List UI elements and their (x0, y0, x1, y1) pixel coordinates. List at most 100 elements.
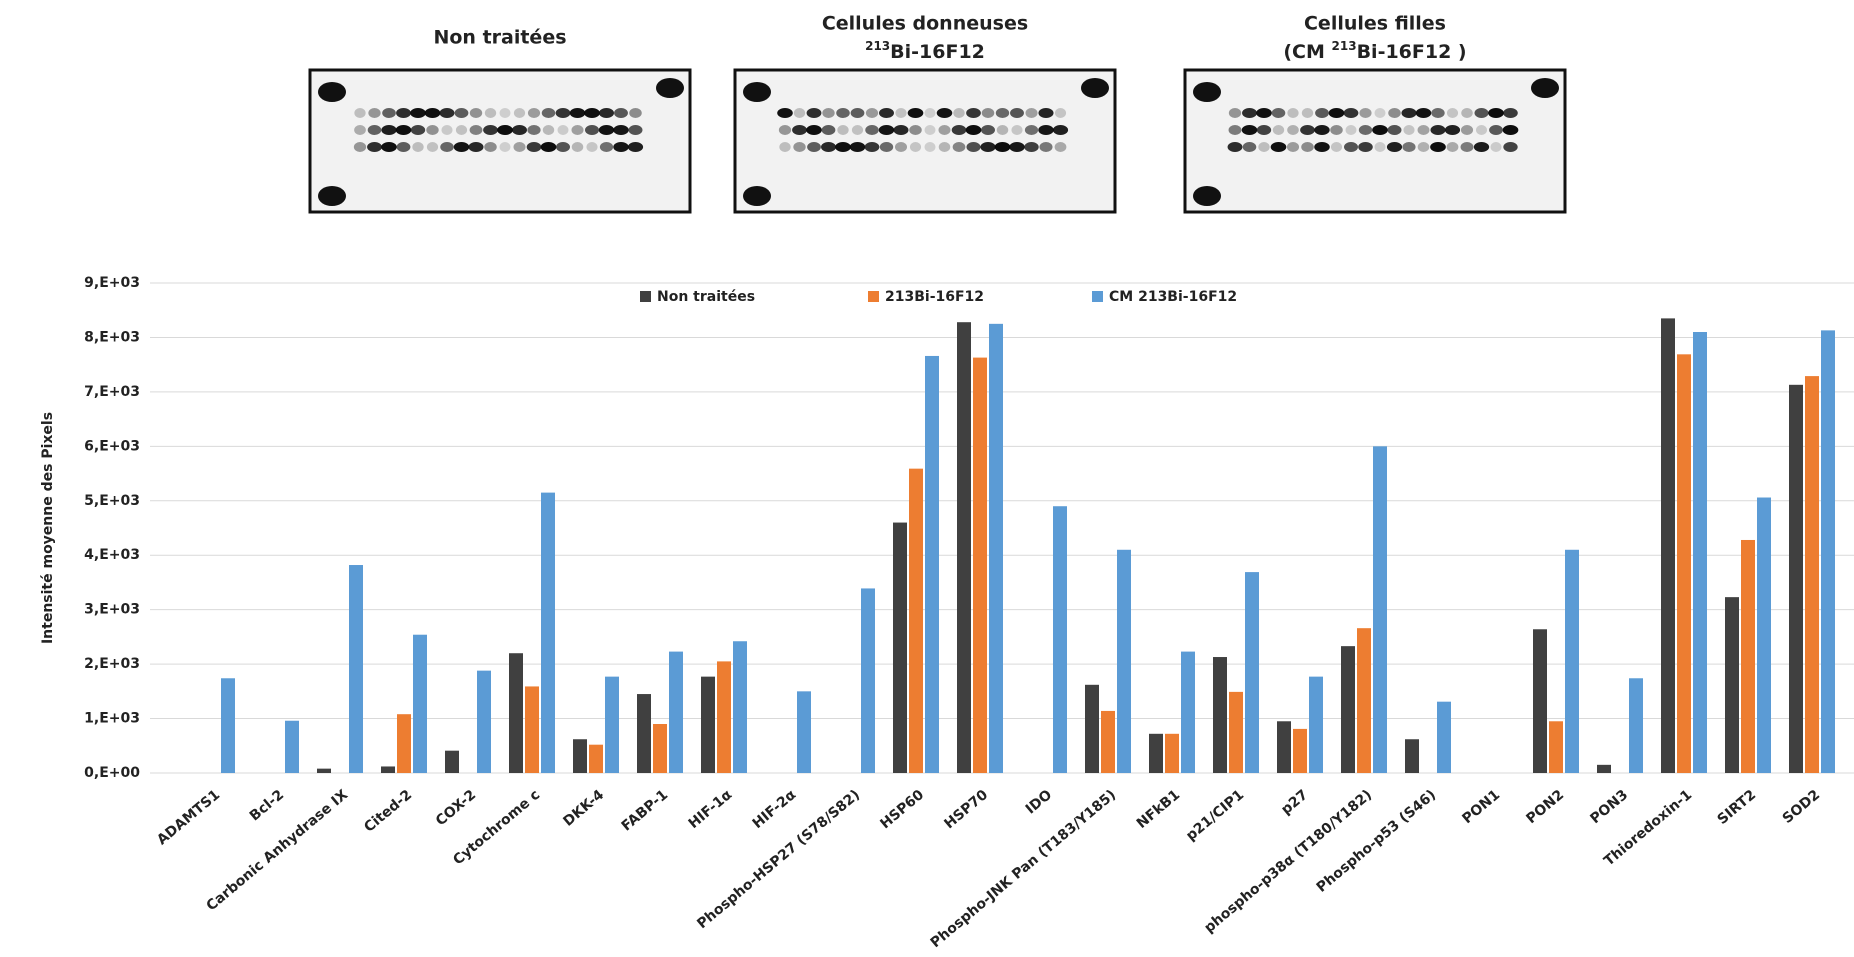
blot-spot (318, 186, 346, 206)
blot-spot (1531, 78, 1559, 98)
blot-dot (778, 125, 792, 135)
bar (1597, 764, 1611, 773)
blot-dot (439, 108, 455, 118)
blot-frame (733, 68, 1117, 214)
legend-swatch (868, 291, 879, 302)
bar (413, 634, 427, 773)
blot-dot (513, 108, 526, 118)
superscript: 213 (865, 39, 890, 53)
y-tick-label: 9,E+03 (84, 275, 140, 291)
blot-dot (367, 125, 382, 135)
blot-dot (396, 142, 411, 152)
prefix: (CM (1283, 41, 1331, 63)
blot-dot (1330, 125, 1343, 135)
x-tick-label: PON1 (1459, 787, 1503, 827)
blot-dot (353, 142, 367, 152)
blot-dot (1488, 108, 1504, 118)
blot-dot (469, 108, 483, 118)
blot-dot (613, 142, 629, 152)
x-tick-label: PON3 (1587, 787, 1631, 827)
blot-dot (1227, 142, 1243, 152)
bar (317, 768, 331, 773)
y-tick-label: 7,E+03 (84, 384, 140, 400)
blot-dot (513, 142, 526, 152)
blot-dot (849, 142, 866, 152)
panel-title: Non traitées (433, 27, 566, 49)
blot-dot (1503, 142, 1518, 152)
blot-dot (1401, 108, 1417, 118)
bar (1373, 446, 1387, 773)
blot-dot (864, 142, 880, 152)
blot-dot (497, 125, 513, 135)
bar (893, 522, 907, 773)
bar (1693, 332, 1707, 773)
blot-dot (511, 125, 528, 135)
y-tick-label: 5,E+03 (84, 493, 140, 509)
blot-dot (628, 125, 643, 135)
blot-dot (426, 142, 439, 152)
bar (1277, 721, 1291, 773)
x-tick-label: FABP-1 (619, 787, 671, 835)
blot-dot (381, 125, 397, 135)
blot-dot (966, 142, 981, 152)
blot-dot (396, 108, 411, 118)
legend-label: 213Bi-16F12 (885, 289, 984, 305)
blot-dot (952, 142, 966, 152)
blot-dot (936, 108, 953, 118)
bar (349, 565, 363, 773)
x-tick-label: Bcl-2 (247, 787, 287, 825)
blot-dot (454, 108, 469, 118)
panel-title: Cellules donneuses (822, 13, 1028, 35)
blot-dot (440, 142, 454, 152)
bar (1757, 497, 1771, 773)
blot-dot (469, 125, 483, 135)
blot-dot (907, 108, 924, 118)
blot-dot (953, 108, 965, 118)
bar (477, 670, 491, 773)
x-tick-label: SOD2 (1780, 787, 1823, 827)
blot-dot (1301, 108, 1314, 118)
blot-dot (354, 108, 366, 118)
blot-dot (850, 108, 865, 118)
blot-dot (1359, 108, 1372, 118)
x-tick-label: ADAMTS1 (154, 787, 223, 849)
blot-dot (1461, 108, 1473, 118)
blot-dot (924, 108, 936, 118)
blot-dot (1011, 125, 1023, 135)
blot-dot (1446, 108, 1459, 118)
subtitle: Bi-16F12 (890, 41, 985, 63)
blot-dot (1272, 125, 1285, 135)
blot-dot (1489, 125, 1503, 135)
y-tick-label: 0,E+00 (84, 765, 140, 781)
blot-dot (793, 108, 806, 118)
blot-dot (1314, 142, 1330, 152)
blot-dot (836, 108, 850, 118)
x-tick-label: Phospho-p53 (S46) (1314, 787, 1439, 896)
bar (989, 323, 1003, 773)
blot-spot (1081, 78, 1109, 98)
blot-dot (894, 142, 908, 152)
blot-dot (1430, 142, 1446, 152)
blot-dot (569, 108, 586, 118)
blot-dot (837, 125, 849, 135)
blot-dot (584, 125, 600, 135)
bar (1533, 629, 1547, 773)
blot-dot (924, 142, 936, 152)
blot-dot (412, 142, 424, 152)
blot-dot (1374, 108, 1386, 118)
bar (1565, 549, 1579, 773)
blot-dot (1054, 142, 1067, 152)
blot-dot (1039, 142, 1053, 152)
blot-dot (1430, 125, 1446, 135)
blot-dot (453, 142, 470, 152)
blot-dot (1460, 125, 1474, 135)
legend-swatch (640, 291, 651, 302)
blot-spot (1193, 82, 1221, 102)
blot-dot (556, 142, 570, 152)
bar (861, 588, 875, 773)
blot-dot (879, 108, 894, 118)
blot-dot (807, 142, 821, 152)
blot-dot (835, 142, 851, 152)
bar (973, 357, 987, 773)
